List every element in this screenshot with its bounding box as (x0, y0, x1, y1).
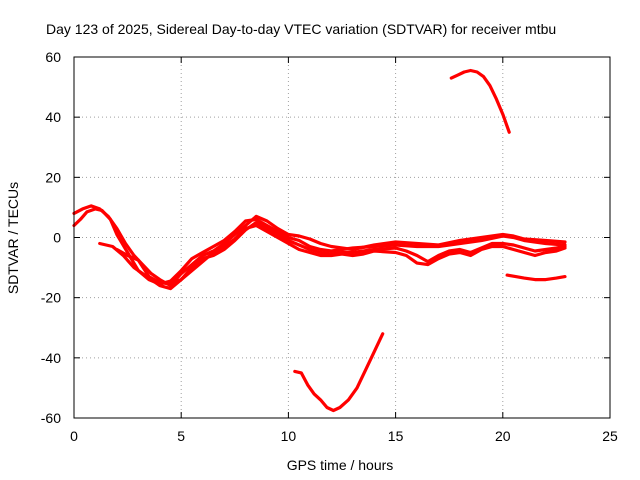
series-track-b (72, 204, 567, 288)
x-tick-label: 20 (495, 428, 511, 444)
series-track-high (449, 68, 511, 134)
y-tick-label: -40 (41, 350, 61, 366)
series-track-right-low (505, 273, 567, 282)
x-tick-label: 10 (281, 428, 297, 444)
y-axis-label: SDTVAR / TECUs (5, 182, 21, 294)
y-tick-label: 40 (45, 109, 61, 125)
grid-lines (74, 57, 610, 418)
y-tick-labels: -60 -40 -20 0 20 40 60 (41, 49, 61, 426)
chart-title: Day 123 of 2025, Sidereal Day-to-day VTE… (46, 21, 556, 37)
x-axis-label: GPS time / hours (287, 457, 394, 473)
series-group (72, 68, 567, 413)
x-tick-label: 5 (177, 428, 185, 444)
y-tick-label: 0 (53, 230, 61, 246)
axis-ticks (73, 56, 611, 419)
y-tick-label: -20 (41, 290, 61, 306)
x-tick-label: 25 (602, 428, 618, 444)
y-tick-label: 60 (45, 49, 61, 65)
x-tick-label: 15 (388, 428, 404, 444)
y-tick-label: -60 (41, 410, 61, 426)
series-track-c (98, 220, 567, 291)
x-tick-label: 0 (70, 428, 78, 444)
series-track-low (293, 332, 385, 413)
x-tick-labels: 0 5 10 15 20 25 (70, 428, 618, 444)
series-track-d (115, 223, 567, 286)
series-track-a (72, 207, 567, 286)
y-tick-label: 20 (45, 169, 61, 185)
